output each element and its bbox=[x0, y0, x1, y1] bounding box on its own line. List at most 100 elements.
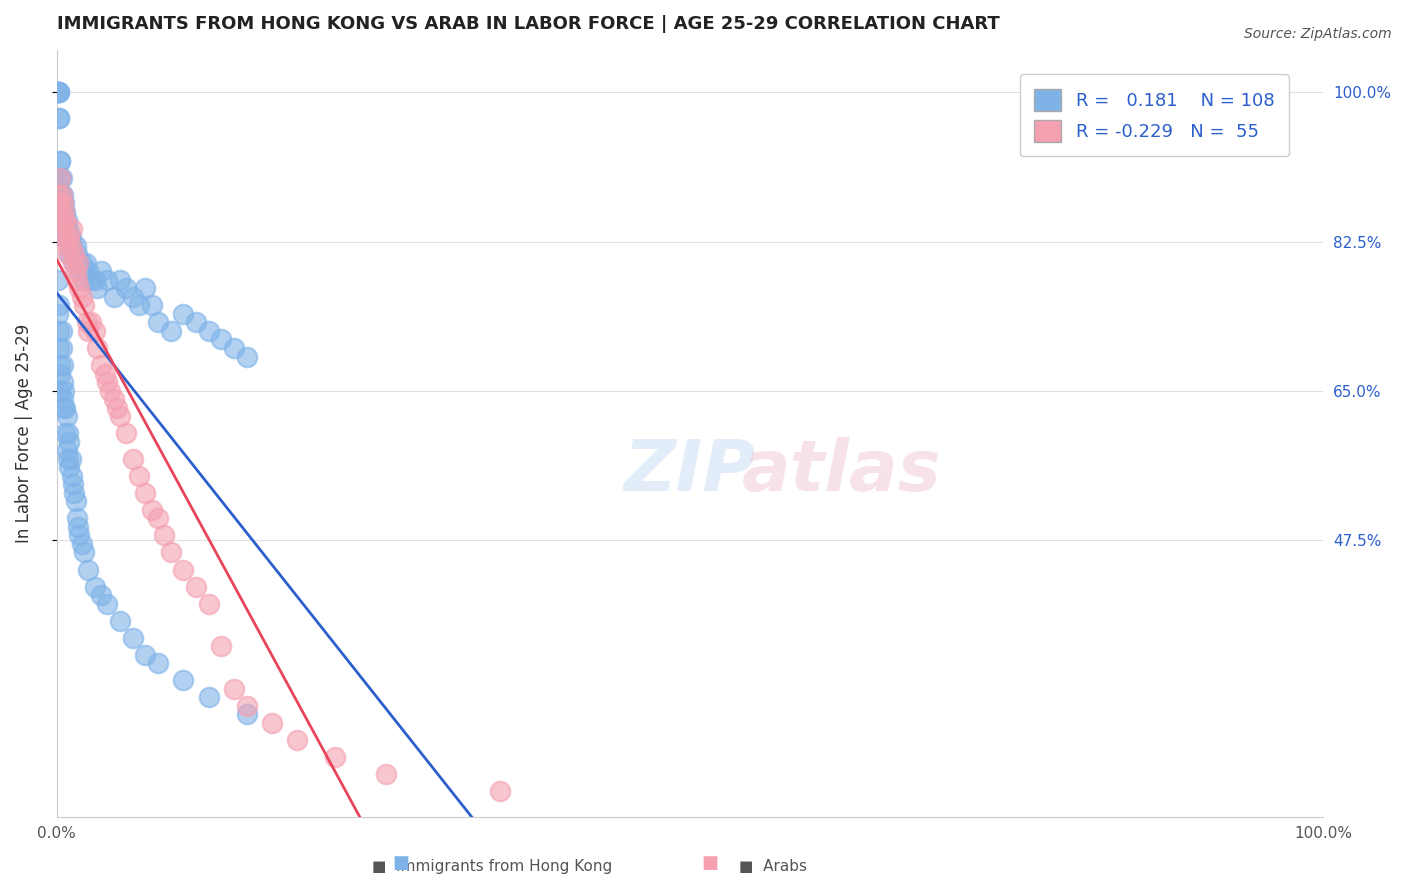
Point bbox=[67, 281, 90, 295]
Point bbox=[76, 316, 98, 330]
Text: ZIP: ZIP bbox=[624, 437, 756, 506]
Point bbox=[55, 204, 77, 219]
Point bbox=[58, 230, 80, 244]
Point bbox=[53, 204, 76, 219]
Point bbox=[49, 170, 72, 185]
Point bbox=[51, 196, 73, 211]
Point bbox=[90, 588, 112, 602]
Point bbox=[77, 324, 100, 338]
Point bbox=[80, 316, 103, 330]
Point bbox=[128, 468, 150, 483]
Point bbox=[65, 264, 87, 278]
Point bbox=[159, 545, 181, 559]
Point bbox=[197, 324, 219, 338]
Point bbox=[90, 358, 112, 372]
Point bbox=[103, 392, 125, 406]
Point bbox=[489, 784, 512, 798]
Point bbox=[159, 324, 181, 338]
Point bbox=[184, 580, 207, 594]
Point bbox=[49, 153, 72, 168]
Point bbox=[67, 528, 90, 542]
Point bbox=[56, 426, 79, 441]
Point bbox=[108, 614, 131, 628]
Point bbox=[121, 451, 143, 466]
Point bbox=[222, 681, 245, 696]
Point bbox=[134, 648, 156, 662]
Point bbox=[53, 384, 76, 398]
Point bbox=[60, 468, 83, 483]
Point bbox=[65, 239, 87, 253]
Point bbox=[55, 443, 77, 458]
Point bbox=[52, 375, 75, 389]
Point bbox=[146, 511, 169, 525]
Point bbox=[49, 153, 72, 168]
Point bbox=[62, 256, 84, 270]
Point bbox=[48, 86, 70, 100]
Point bbox=[374, 767, 396, 781]
Point bbox=[108, 409, 131, 424]
Point bbox=[51, 170, 73, 185]
Point bbox=[46, 273, 69, 287]
Point bbox=[115, 281, 138, 295]
Point bbox=[49, 187, 72, 202]
Point bbox=[134, 486, 156, 500]
Point bbox=[48, 324, 70, 338]
Point bbox=[55, 426, 77, 441]
Point bbox=[222, 341, 245, 355]
Point bbox=[184, 316, 207, 330]
Point bbox=[235, 698, 257, 713]
Point bbox=[285, 733, 308, 747]
Point bbox=[67, 520, 90, 534]
Point bbox=[51, 187, 73, 202]
Point bbox=[134, 281, 156, 295]
Point bbox=[90, 264, 112, 278]
Point bbox=[55, 401, 77, 415]
Point bbox=[46, 307, 69, 321]
Point bbox=[48, 86, 70, 100]
Point bbox=[52, 221, 75, 235]
Point bbox=[73, 273, 96, 287]
Point bbox=[49, 367, 72, 381]
Point bbox=[52, 358, 75, 372]
Point bbox=[96, 375, 118, 389]
Text: ■  Immigrants from Hong Kong: ■ Immigrants from Hong Kong bbox=[373, 859, 612, 874]
Point bbox=[56, 451, 79, 466]
Point bbox=[46, 86, 69, 100]
Point bbox=[51, 204, 73, 219]
Point bbox=[55, 409, 77, 424]
Point bbox=[51, 213, 73, 227]
Point bbox=[73, 298, 96, 312]
Point bbox=[55, 213, 77, 227]
Point bbox=[107, 401, 129, 415]
Point bbox=[46, 86, 69, 100]
Point bbox=[60, 239, 83, 253]
Point bbox=[51, 187, 73, 202]
Point bbox=[58, 247, 80, 261]
Point bbox=[146, 657, 169, 671]
Point bbox=[96, 273, 118, 287]
Point bbox=[48, 111, 70, 125]
Point bbox=[56, 247, 79, 261]
Point bbox=[52, 221, 75, 235]
Point bbox=[48, 298, 70, 312]
Point bbox=[83, 273, 105, 287]
Point bbox=[55, 230, 77, 244]
Point bbox=[51, 324, 73, 338]
Point bbox=[235, 707, 257, 722]
Text: IMMIGRANTS FROM HONG KONG VS ARAB IN LABOR FORCE | AGE 25-29 CORRELATION CHART: IMMIGRANTS FROM HONG KONG VS ARAB IN LAB… bbox=[56, 15, 1000, 33]
Point bbox=[83, 580, 105, 594]
Point bbox=[72, 264, 94, 278]
Point bbox=[260, 715, 283, 730]
Point bbox=[55, 213, 77, 227]
Point bbox=[65, 494, 87, 508]
Point bbox=[93, 367, 115, 381]
Point bbox=[49, 187, 72, 202]
Y-axis label: In Labor Force | Age 25-29: In Labor Force | Age 25-29 bbox=[15, 324, 32, 543]
Point bbox=[73, 545, 96, 559]
Point bbox=[49, 170, 72, 185]
Point bbox=[146, 316, 169, 330]
Point bbox=[51, 341, 73, 355]
Point bbox=[60, 221, 83, 235]
Point bbox=[121, 290, 143, 304]
Point bbox=[235, 350, 257, 364]
